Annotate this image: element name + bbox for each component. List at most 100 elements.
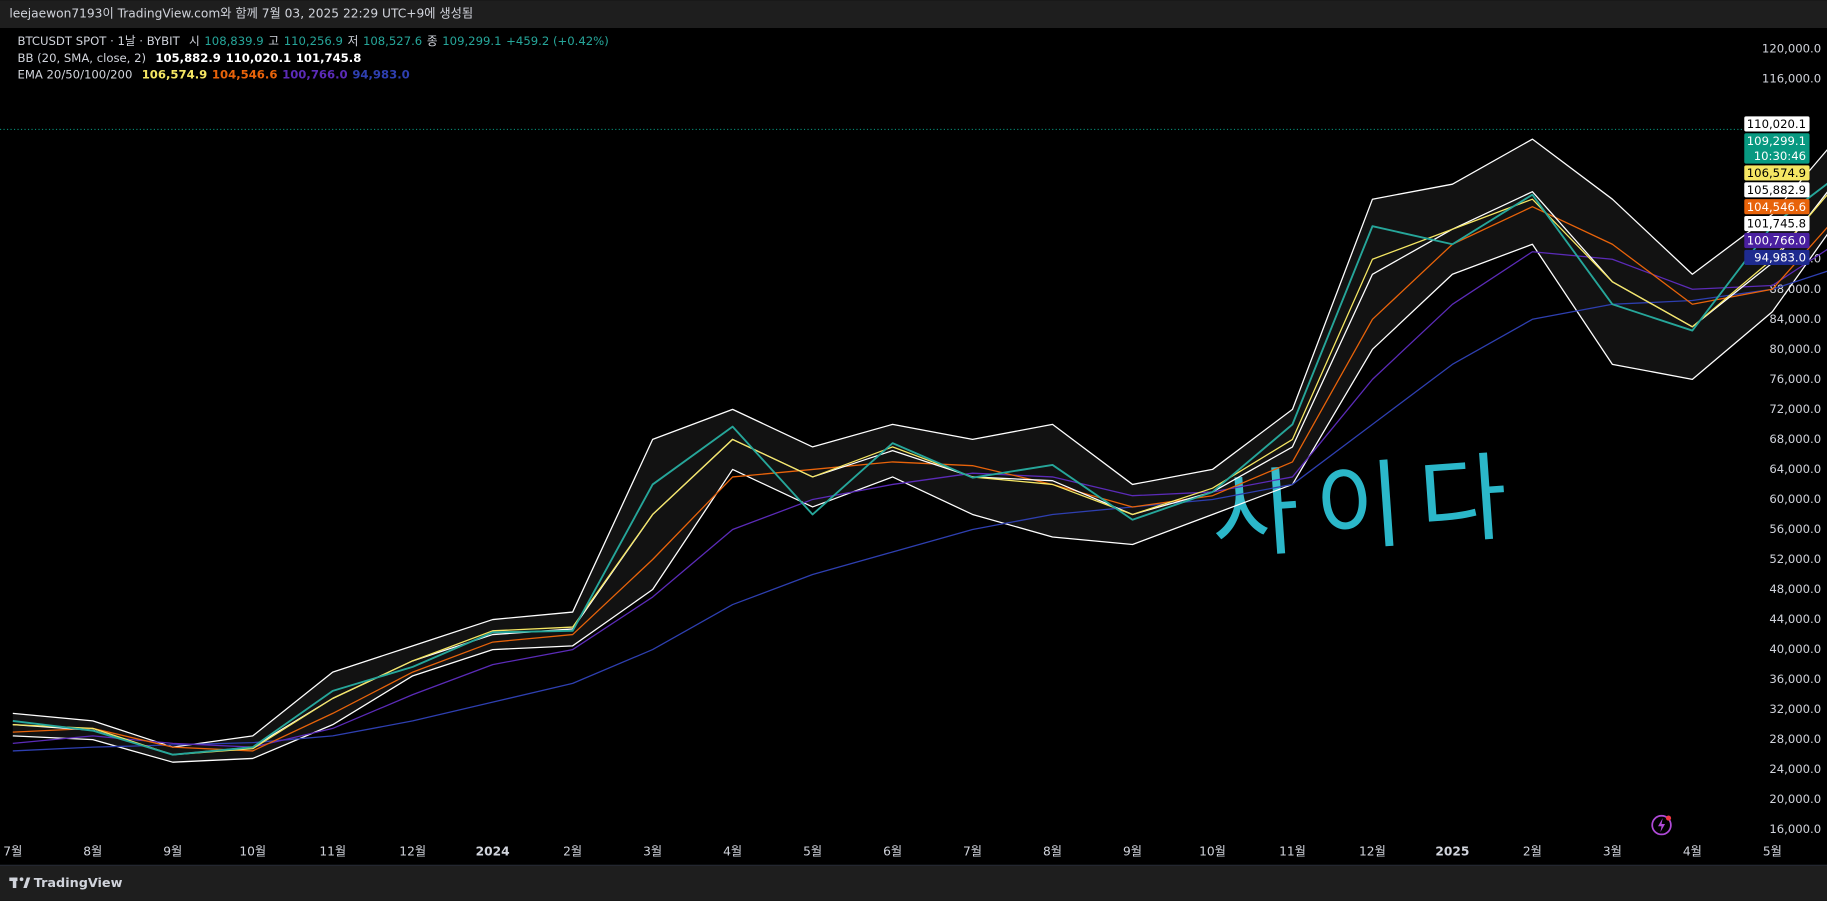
x-tick-label: 8월 <box>1043 844 1062 858</box>
y-tick-label: 20,000.0 <box>1769 792 1821 806</box>
x-tick-label: 2025 <box>1435 844 1469 858</box>
x-tick-label: 4월 <box>1683 844 1702 858</box>
legend-value: 110,256.9 <box>284 33 343 47</box>
legend-value: 106,574.9 <box>142 67 208 81</box>
x-tick-label: 2월 <box>563 844 582 858</box>
legend-label: EMA 20/50/100/200 <box>17 67 132 81</box>
x-tick-label: 2024 <box>476 844 510 858</box>
y-tick-label: 64,000.0 <box>1769 462 1821 476</box>
y-tick-label: 36,000.0 <box>1769 672 1821 686</box>
legend-value: 시 <box>189 33 200 47</box>
legend-value: 저 <box>348 33 359 47</box>
legend-value: 108,527.6 <box>363 33 422 47</box>
x-tick-label: 12월 <box>399 844 426 858</box>
footer-brand: TradingView <box>34 876 123 891</box>
price-tag <box>1744 182 1810 198</box>
x-tick-label: 7월 <box>963 844 982 858</box>
y-tick-label: 48,000.0 <box>1769 582 1821 596</box>
chart-area <box>0 28 1827 865</box>
bottom-bar <box>0 865 1827 901</box>
price-tag-time: 10:30:46 <box>1754 149 1806 163</box>
series-line <box>12 182 1827 756</box>
price-tag <box>1744 133 1810 164</box>
y-tick-label: 72,000.0 <box>1769 402 1821 416</box>
x-tick-label: 2월 <box>1523 844 1542 858</box>
legend-value: 109,299.1 <box>442 33 501 47</box>
legend-value: 종 <box>427 33 438 47</box>
x-tick-label: 8월 <box>83 844 102 858</box>
x-tick-label: 4월 <box>723 844 742 858</box>
top-bar <box>0 0 1827 29</box>
legend-value: 고 <box>268 33 279 47</box>
legend-value: 110,020.1 <box>226 50 292 64</box>
y-tick-label: 56,000.0 <box>1769 522 1821 536</box>
legend-value: 104,546.6 <box>212 67 278 81</box>
price-tag-label: 106,574.9 <box>1747 166 1806 180</box>
y-tick-label: 88,000.0 <box>1769 282 1821 296</box>
legend-line: BTCUSDT SPOT · 1날 · BYBIT 시 108,839.9 고 110,… <box>17 33 608 47</box>
price-tag <box>1744 199 1810 215</box>
x-tick-label: 6월 <box>883 844 902 858</box>
y-tick-label: 40,000.0 <box>1769 642 1821 656</box>
top-title: leejaewon7193이 TradingView.com와 함께 7월 03… <box>9 7 473 21</box>
x-tick-label: 10월 <box>239 844 266 858</box>
y-tick-label: 24,000.0 <box>1769 762 1821 776</box>
y-tick-label: 44,000.0 <box>1769 612 1821 626</box>
legend-value: +459.2 (+0.42%) <box>506 33 609 47</box>
price-tag <box>1744 249 1810 265</box>
price-tag <box>1744 165 1810 181</box>
price-tag <box>1744 232 1810 249</box>
price-tag <box>1744 216 1810 232</box>
series-line <box>12 248 1827 748</box>
y-tick-label: 52,000.0 <box>1769 552 1821 566</box>
x-tick-label: 10월 <box>1199 844 1226 858</box>
legend-value: 105,882.9 <box>155 50 221 64</box>
legend-label: BB (20, SMA, close, 2) <box>17 50 146 64</box>
price-tag-label: 105,882.9 <box>1747 183 1806 197</box>
x-tick-label: 5월 <box>1763 844 1782 858</box>
legend-value: 108,839.9 <box>204 33 263 47</box>
x-tick-label: 7월 <box>3 844 22 858</box>
x-tick-label: 3월 <box>643 844 662 858</box>
x-tick-label: 5월 <box>803 844 822 858</box>
legend-label: BTCUSDT SPOT · 1날 · BYBIT <box>17 33 180 47</box>
series-line <box>12 233 1827 763</box>
x-tick-label: 11월 <box>319 844 346 858</box>
y-tick-label: 116,000.0 <box>1762 72 1821 86</box>
series-line <box>12 138 1827 748</box>
y-tick-label: 76,000.0 <box>1769 372 1821 386</box>
x-tick-label: 9월 <box>163 844 182 858</box>
y-tick-label: 120,000.0 <box>1762 42 1821 56</box>
y-tick-label: 28,000.0 <box>1769 732 1821 746</box>
band-fill <box>12 139 1827 763</box>
price-tag-label: 110,020.1 <box>1747 117 1806 131</box>
annotation: 사이다 <box>1207 440 1527 574</box>
legend-value: 94,983.0 <box>352 67 409 81</box>
price-tag-label: 101,745.8 <box>1747 217 1806 231</box>
legend-value: 101,745.8 <box>296 50 362 64</box>
price-tag-label: 109,299.1 <box>1747 134 1806 148</box>
y-tick-label: 60,000.0 <box>1769 492 1821 506</box>
y-tick-label: 84,000.0 <box>1769 312 1821 326</box>
y-tick-label: 68,000.0 <box>1769 432 1821 446</box>
x-tick-label: 12월 <box>1359 844 1386 858</box>
y-tick-label: 16,000.0 <box>1769 822 1821 836</box>
legend-value: 100,766.0 <box>282 67 348 81</box>
tv-logo <box>9 877 31 889</box>
price-tag <box>1744 116 1810 132</box>
legend-line: EMA 20/50/100/200 106,574.9 104,546.6 100,7… <box>17 67 409 81</box>
price-tag-label: 94,983.0 <box>1754 250 1806 264</box>
x-tick-label: 3월 <box>1603 844 1622 858</box>
series-line <box>12 206 1827 752</box>
price-tag-label: 100,766.0 <box>1747 234 1806 248</box>
y-tick-label: 32,000.0 <box>1769 702 1821 716</box>
lightning-icon <box>1651 814 1672 836</box>
x-tick-label: 11월 <box>1279 844 1306 858</box>
legend-line: BB (20, SMA, close, 2) 105,882.9 110,020.1… <box>17 50 361 64</box>
price-tag-label: 104,546.6 <box>1747 200 1806 214</box>
y-tick-label: 80,000.0 <box>1769 342 1821 356</box>
x-tick-label: 9월 <box>1123 844 1142 858</box>
